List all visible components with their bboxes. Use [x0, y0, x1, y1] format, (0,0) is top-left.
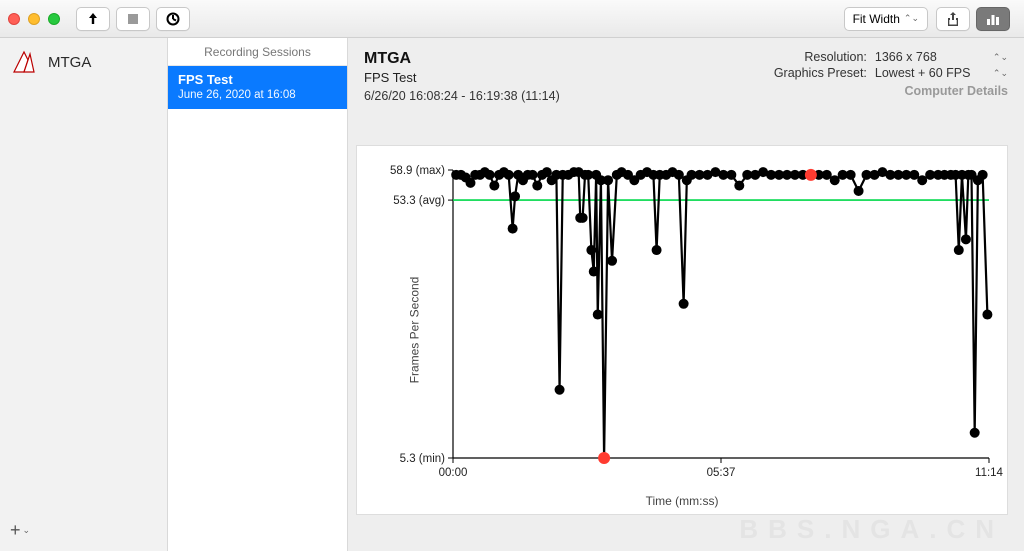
- plus-icon: +: [10, 520, 21, 541]
- svg-text:5.3 (min): 5.3 (min): [400, 453, 446, 465]
- close-button[interactable]: [8, 13, 20, 25]
- session-app-title: MTGA: [364, 50, 560, 68]
- app-row-mtga[interactable]: MTGA: [0, 38, 167, 86]
- chevron-updown-icon: ⌃⌄: [904, 13, 919, 24]
- clock-icon: [166, 12, 180, 26]
- session-item[interactable]: FPS Test June 26, 2020 at 16:08: [168, 66, 347, 109]
- upload-button[interactable]: [76, 7, 110, 31]
- svg-text:11:14: 11:14: [975, 467, 1004, 479]
- record-timer-button[interactable]: [156, 7, 190, 31]
- app-sidebar: MTGA + ⌄: [0, 38, 168, 551]
- chevron-updown-icon: ⌃⌄: [993, 68, 1008, 79]
- bar-chart-icon: [986, 13, 1000, 25]
- app-name-label: MTGA: [48, 54, 91, 71]
- header-kv-row[interactable]: Resolution: 1366 x 768 ⌃⌄: [757, 50, 1008, 64]
- add-app-button[interactable]: + ⌄: [10, 520, 30, 541]
- svg-text:53.3 (avg): 53.3 (avg): [393, 195, 445, 207]
- fit-width-label: Fit Width: [853, 12, 900, 26]
- window-controls: [8, 13, 60, 25]
- sessions-header: Recording Sessions: [168, 38, 347, 66]
- share-icon: [947, 12, 959, 26]
- kv-value: Lowest + 60 FPS: [875, 66, 985, 80]
- session-item-title: FPS Test: [178, 72, 337, 87]
- upload-icon: [86, 12, 100, 26]
- kv-key: Graphics Preset:: [757, 66, 867, 80]
- kv-value: 1366 x 768: [875, 50, 985, 64]
- session-header: MTGA FPS Test 6/26/20 16:08:24 - 16:19:3…: [348, 38, 1024, 111]
- svg-text:58.9 (max): 58.9 (max): [390, 165, 445, 177]
- kv-key: Resolution:: [757, 50, 867, 64]
- session-name: FPS Test: [364, 70, 560, 85]
- watermark-text: BBS.NGA.CN: [739, 514, 1004, 545]
- chart-view-button[interactable]: [976, 7, 1010, 31]
- stop-button[interactable]: [116, 7, 150, 31]
- sessions-sidebar: Recording Sessions FPS Test June 26, 2020…: [168, 38, 348, 551]
- stop-icon: [127, 13, 139, 25]
- chevron-updown-icon: ⌃⌄: [993, 52, 1008, 63]
- content-pane: MTGA FPS Test 6/26/20 16:08:24 - 16:19:3…: [348, 38, 1024, 551]
- fps-chart: Frames Per Second Time (mm:ss) 58.9 (max…: [356, 145, 1008, 515]
- session-item-subtitle: June 26, 2020 at 16:08: [178, 89, 337, 101]
- fit-width-select[interactable]: Fit Width ⌃⌄: [844, 7, 928, 31]
- app-icon-mtga: [10, 50, 38, 74]
- main-area: MTGA + ⌄ Recording Sessions FPS Test June…: [0, 38, 1024, 551]
- titlebar: Fit Width ⌃⌄: [0, 0, 1024, 38]
- maximize-button[interactable]: [48, 13, 60, 25]
- session-time-range: 6/26/20 16:08:24 - 16:19:38 (11:14): [364, 89, 560, 103]
- header-kv-row[interactable]: Graphics Preset: Lowest + 60 FPS ⌃⌄: [757, 66, 1008, 80]
- svg-text:05:37: 05:37: [707, 467, 736, 479]
- computer-details-link[interactable]: Computer Details: [757, 84, 1008, 98]
- chevron-down-icon: ⌄: [23, 525, 31, 536]
- share-button[interactable]: [936, 7, 970, 31]
- svg-text:00:00: 00:00: [439, 467, 468, 479]
- chart-plot-area: 58.9 (max) 53.3 (avg) 5.3 (min) 00:00 05:37 1…: [357, 146, 1007, 514]
- minimize-button[interactable]: [28, 13, 40, 25]
